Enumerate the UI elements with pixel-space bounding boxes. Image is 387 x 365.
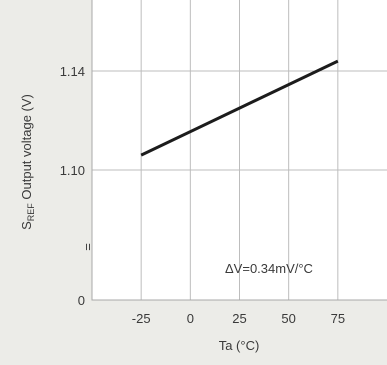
y-axis-break-mark: = bbox=[80, 243, 95, 251]
x-tick-label: 0 bbox=[187, 311, 194, 326]
series-layer bbox=[140, 59, 339, 157]
tick-labels: -25 0 25 50 75 1.14 1.10 0 bbox=[60, 64, 345, 326]
slope-annotation: ΔV=0.34mV/°C bbox=[225, 261, 313, 276]
y-axis-label-main: S bbox=[19, 221, 34, 230]
x-tick-label: 50 bbox=[281, 311, 295, 326]
plot-frame bbox=[91, 0, 387, 301]
y-tick-label: 1.14 bbox=[60, 64, 85, 79]
x-tick-label: -25 bbox=[132, 311, 151, 326]
y-axis-label-rest: Output voltage (V) bbox=[19, 94, 34, 203]
y-axis-label-subscript: REF bbox=[26, 203, 36, 222]
x-axis-label: Ta (°C) bbox=[219, 338, 260, 353]
grid bbox=[92, 0, 387, 300]
x-tick-label: 75 bbox=[331, 311, 345, 326]
y-axis-label: SREF Output voltage (V) bbox=[19, 94, 36, 230]
y-tick-label: 1.10 bbox=[60, 163, 85, 178]
y-tick-label: 0 bbox=[78, 293, 85, 308]
series-line bbox=[140, 59, 339, 157]
x-tick-label: 25 bbox=[232, 311, 246, 326]
